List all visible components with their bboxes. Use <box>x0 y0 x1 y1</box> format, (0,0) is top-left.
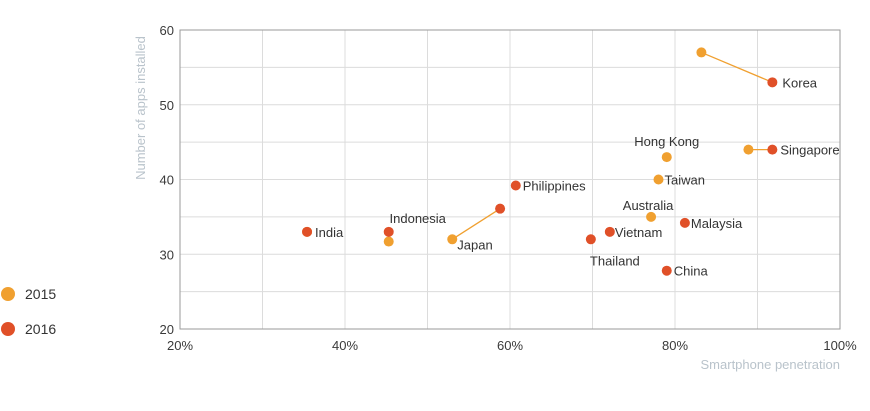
point-2016-philippines <box>510 180 521 191</box>
x-tick-label: 40% <box>332 338 358 353</box>
legend-item-2016[interactable]: 2016 <box>0 311 56 346</box>
point-2016-singapore <box>767 144 778 155</box>
point-label-australia: Australia <box>623 198 674 213</box>
plot-frame <box>179 29 841 330</box>
point-label-vietnam: Vietnam <box>615 225 662 240</box>
point-label-japan: Japan <box>457 237 492 252</box>
point-label-thailand: Thailand <box>590 253 640 268</box>
point-2015-singapore <box>743 144 754 155</box>
point-2015-australia <box>646 211 657 222</box>
point-2015-hong-kong <box>661 152 672 163</box>
connector-japan <box>451 208 501 240</box>
point-2016-vietnam <box>604 226 615 237</box>
y-tick-label: 30 <box>160 247 174 262</box>
connector-korea <box>701 51 773 83</box>
point-2016-india <box>302 226 313 237</box>
y-tick-label: 40 <box>160 173 174 188</box>
x-tick-label: 20% <box>167 338 193 353</box>
y-tick-label: 60 <box>160 23 174 38</box>
y-tick-label: 20 <box>160 322 174 337</box>
point-label-philippines: Philippines <box>523 178 586 193</box>
point-label-korea: Korea <box>782 75 817 90</box>
x-axis-title: Smartphone penetration <box>701 357 840 372</box>
y-axis-title: Number of apps installed <box>133 36 148 180</box>
point-label-malaysia: Malaysia <box>691 216 743 231</box>
legend-item-2015[interactable]: 2015 <box>0 276 56 311</box>
x-tick-label: 80% <box>662 338 688 353</box>
point-2015-taiwan <box>653 174 664 185</box>
point-2015-japan <box>447 234 458 245</box>
legend: 2015 2016 <box>0 276 56 346</box>
point-2016-indonesia <box>383 226 394 237</box>
point-2016-malaysia <box>679 217 690 228</box>
point-label-indonesia: Indonesia <box>390 211 447 226</box>
point-label-china: China <box>674 264 709 279</box>
point-label-hong-kong: Hong Kong <box>634 134 699 149</box>
legend-label-2015: 2015 <box>25 285 57 302</box>
legend-marker-2016 <box>1 321 15 336</box>
point-label-taiwan: Taiwan <box>665 173 705 188</box>
point-label-india: India <box>315 225 344 240</box>
point-2015-korea <box>696 47 707 58</box>
point-2015-indonesia <box>383 236 394 247</box>
point-2016-japan <box>495 203 506 214</box>
point-label-singapore: Singapore <box>780 143 839 158</box>
x-tick-label: 60% <box>497 338 523 353</box>
point-2016-thailand <box>585 234 596 245</box>
point-2016-china <box>661 265 672 276</box>
legend-marker-2015 <box>1 286 15 301</box>
y-tick-label: 50 <box>160 98 174 113</box>
point-2016-korea <box>767 77 778 88</box>
x-tick-label: 100% <box>823 338 857 353</box>
legend-label-2016: 2016 <box>25 320 57 337</box>
